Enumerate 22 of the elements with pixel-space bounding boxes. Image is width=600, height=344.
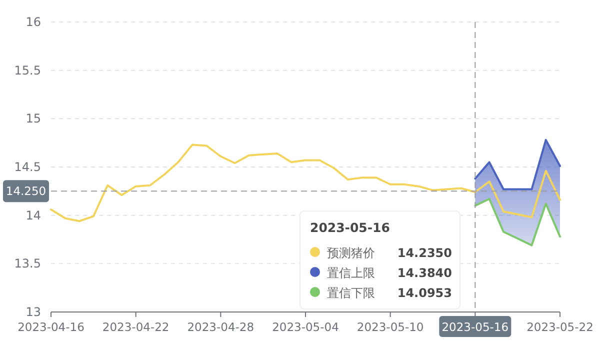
x-tick-label: 2023-05-22 [526,320,594,334]
y-tick-label: 13 [26,305,41,319]
y-tick-label: 14.5 [14,160,41,174]
ref-line-label: 14.250 [6,184,46,198]
y-tick-label: 14 [26,208,41,222]
ref-line-label: 2023-05-16 [442,320,509,334]
x-tick-label: 2023-05-10 [356,320,424,334]
x-tick-label: 2023-05-04 [272,320,339,334]
x-tick-label: 2023-04-28 [187,320,254,334]
legend-title: 2023-05-16 [310,220,390,235]
legend-label: 置信下限 [327,286,375,300]
annotation: 14.3840 [397,266,452,280]
y-tick-label: 15.5 [14,63,41,78]
x-tick-label: 2023-04-16 [18,320,84,334]
y-tick-label: 13.5 [14,256,41,271]
legend-label: 预测猪价 [327,246,375,260]
y-tick-label: 15 [26,112,41,126]
y-tick-label: 16 [26,15,41,29]
legend-label: 置信上限 [327,266,375,280]
annotation: 14.2350 [397,246,452,260]
x-tick-label: 2023-04-22 [102,320,170,334]
annotation: 14.0953 [397,286,452,300]
